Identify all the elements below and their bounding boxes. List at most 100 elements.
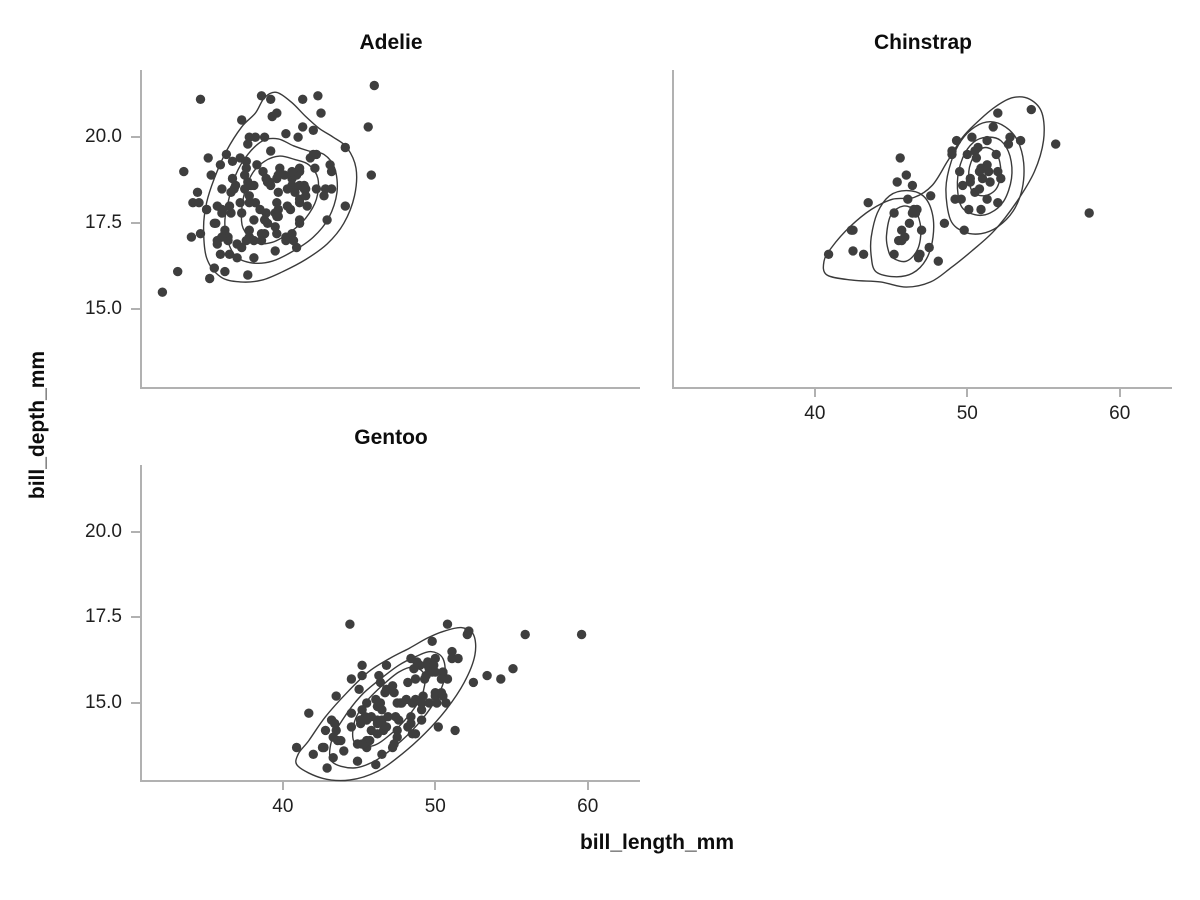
x-tick-chinstrap: [813, 389, 816, 397]
data-point: [316, 108, 326, 118]
data-point: [352, 739, 363, 749]
data-point: [273, 170, 283, 180]
data-point: [496, 674, 506, 684]
data-point: [450, 725, 460, 736]
data-point: [266, 94, 276, 104]
data-point: [211, 218, 221, 228]
data-point: [235, 153, 245, 163]
data-point: [272, 229, 282, 239]
data-point: [195, 94, 206, 104]
data-point: [464, 626, 474, 636]
data-point: [240, 184, 250, 194]
data-point: [195, 229, 206, 239]
data-point: [424, 698, 434, 708]
data-point: [273, 204, 283, 215]
y-tick-adelie: [131, 136, 140, 139]
data-point: [215, 249, 226, 259]
data-point: [429, 660, 439, 670]
y-tick-label: 17.5: [85, 606, 122, 628]
data-point: [221, 149, 232, 160]
data-point: [468, 677, 479, 688]
data-point: [433, 722, 443, 732]
data-point: [387, 681, 398, 691]
data-point: [293, 132, 303, 142]
y-tick-label: 15.0: [85, 691, 122, 713]
data-point: [982, 194, 992, 204]
data-point: [266, 146, 276, 156]
data-point: [244, 225, 254, 235]
data-point: [362, 698, 372, 708]
data-point: [357, 670, 367, 681]
data-point: [281, 129, 291, 139]
data-point: [366, 170, 376, 180]
data-point: [369, 80, 379, 91]
data-point: [983, 166, 994, 177]
data-point: [955, 166, 965, 177]
y-axis-spine-gentoo: [140, 465, 142, 782]
data-point: [294, 198, 305, 208]
data-point: [354, 684, 364, 694]
data-point: [403, 677, 413, 688]
data-point: [962, 149, 972, 160]
data-point: [416, 705, 427, 715]
data-point: [339, 746, 349, 756]
data-point: [282, 184, 293, 194]
data-point: [858, 249, 869, 259]
data-point: [237, 242, 247, 253]
data-point: [991, 149, 1001, 160]
data-point: [926, 191, 936, 201]
x-tick-gentoo: [434, 782, 437, 790]
data-point: [381, 722, 392, 732]
data-point: [232, 253, 242, 263]
data-point: [319, 742, 329, 753]
y-axis-title: bill_depth_mm: [26, 350, 49, 500]
data-point: [340, 142, 350, 153]
y-tick-label: 20.0: [85, 520, 122, 542]
data-point: [401, 694, 411, 705]
y-tick-label: 15.0: [85, 298, 122, 320]
data-point: [951, 135, 962, 146]
data-point: [302, 201, 312, 211]
y-tick-gentoo: [131, 530, 140, 533]
data-point: [173, 266, 183, 277]
data-point: [256, 229, 267, 239]
data-point: [416, 715, 427, 725]
data-point: [889, 249, 899, 259]
data-point: [1005, 132, 1015, 142]
kde-contour: [822, 96, 1045, 288]
data-point: [1051, 139, 1061, 149]
data-point: [308, 125, 318, 135]
data-point: [179, 166, 189, 177]
data-point: [371, 759, 381, 770]
data-point: [357, 660, 367, 670]
data-point: [823, 249, 834, 259]
data-point: [362, 715, 372, 725]
facet-title-adelie: Adelie: [359, 31, 423, 54]
data-point: [266, 180, 276, 191]
data-point: [973, 142, 983, 153]
y-tick-gentoo: [131, 701, 140, 704]
data-point: [365, 735, 375, 746]
data-point: [974, 166, 985, 177]
data-point: [958, 180, 968, 191]
data-point: [272, 108, 282, 118]
data-point: [209, 263, 219, 273]
data-point: [249, 215, 259, 225]
data-point: [976, 204, 986, 215]
x-tick-label: 40: [272, 796, 294, 817]
data-point: [313, 91, 323, 101]
data-point: [291, 742, 302, 753]
y-axis-spine-chinstrap: [672, 70, 674, 389]
x-axis-spine-gentoo: [140, 780, 640, 782]
data-point: [904, 218, 915, 228]
x-axis-spine-chinstrap: [672, 387, 1172, 389]
data-point: [203, 153, 213, 163]
data-point: [1015, 135, 1026, 146]
data-point: [304, 708, 314, 718]
data-point: [375, 698, 386, 708]
data-point: [346, 708, 357, 718]
data-point: [201, 204, 212, 215]
data-point: [357, 705, 367, 715]
data-point: [947, 146, 957, 156]
